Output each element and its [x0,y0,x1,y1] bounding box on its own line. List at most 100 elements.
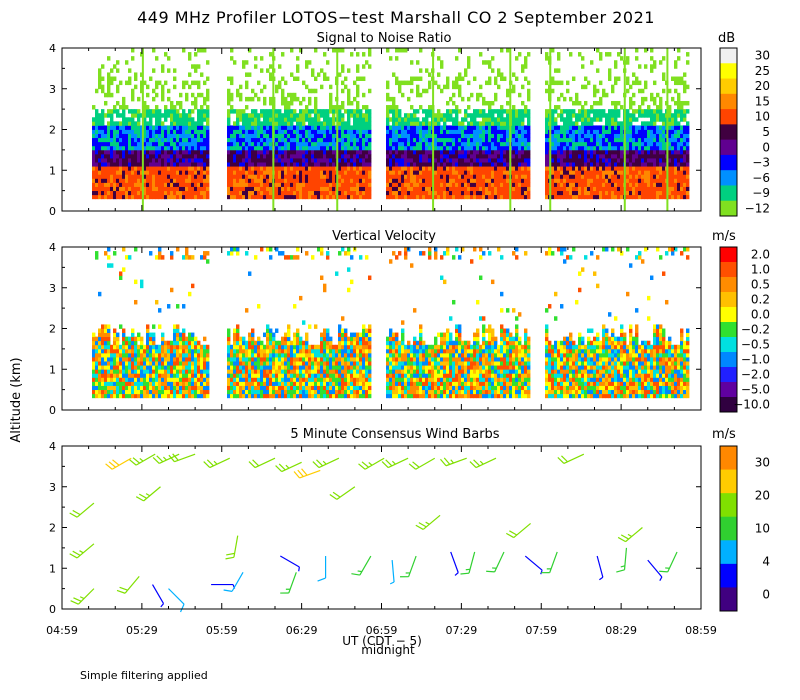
snr-cell [653,190,657,196]
snr-cell [266,141,270,147]
snr-cell [632,113,636,118]
snr-cell [299,178,303,183]
snr-cell [302,125,306,130]
snr-cell [203,109,207,114]
snr-cell [467,194,471,200]
snr-cell [368,178,372,183]
snr-cell [491,125,495,130]
snr-cell [494,149,498,155]
snr-cell [362,141,366,147]
snr-cell [524,162,528,167]
snr-cell [338,141,342,147]
snr-cell [92,141,96,147]
snr-cell [521,182,525,187]
snr-cell [440,166,444,171]
vv-cell [134,373,138,378]
snr-cell [584,113,588,118]
snr-cell [425,186,429,192]
snr-cell [404,153,408,159]
vv-cell [131,336,135,342]
snr-cell [653,125,657,130]
snr-cell [341,170,345,175]
snr-cell [368,117,372,122]
snr-cell [449,96,453,102]
snr-cell [617,76,621,81]
snr-cell [296,117,300,122]
vv-cell [95,251,99,256]
snr-cell [269,174,273,179]
snr-cell [638,129,642,134]
snr-cell [113,182,117,187]
snr-cell [611,125,615,130]
snr-cell [500,145,504,151]
snr-cell [611,182,615,187]
vv-cell [134,247,138,252]
snr-cell [389,141,393,147]
snr-cell [305,129,309,134]
snr-cell [95,125,99,130]
vv-cell [149,385,153,391]
vv-cell [131,348,135,354]
snr-cell [338,174,342,179]
snr-cell [107,194,111,200]
snr-cell [332,137,336,143]
snr-cell [365,178,369,183]
snr-cell [527,186,531,192]
snr-cell [479,182,483,187]
snr-cell [389,96,393,102]
snr-cell [626,174,630,179]
snr-cell [179,100,183,106]
snr-cell [443,194,447,200]
vv-cell [125,340,129,346]
snr-cell [605,129,609,134]
snr-cell [413,170,417,175]
snr-cell [275,153,279,159]
snr-cell [557,80,561,86]
snr-cell [365,60,369,65]
snr-cell [560,174,564,179]
snr-cell [650,48,654,53]
snr-cell [236,117,240,122]
snr-cell [329,137,333,143]
snr-cell [524,125,528,130]
snr-cell [137,117,141,122]
snr-cell [560,170,564,175]
snr-cell [425,170,429,175]
snr-cell [122,145,126,151]
vv-cell [125,255,129,260]
snr-cell [98,182,102,187]
snr-cell [569,162,573,167]
snr-cell [503,166,507,171]
snr-cell [557,145,561,151]
snr-cell [638,182,642,187]
snr-cell [566,149,570,155]
snr-cell [515,56,519,61]
snr-cell [512,137,516,143]
snr-cell [464,170,468,175]
snr-cell [428,141,432,147]
snr-cell [134,162,138,167]
snr-cell [620,162,624,167]
snr-cell [401,133,405,139]
snr-cell [161,92,165,98]
snr-cell [158,80,162,86]
snr-cell [596,68,600,73]
snr-cell [125,141,129,147]
snr-cell [578,129,582,134]
snr-cell [467,170,471,175]
snr-cell [164,178,168,183]
snr-cell [107,109,111,114]
snr-cell [479,129,483,134]
snr-cell [101,182,105,187]
snr-cell [260,190,264,196]
snr-cell [314,170,318,175]
snr-cell [344,178,348,183]
snr-cell [425,137,429,143]
snr-cell [470,149,474,155]
snr-cell [521,121,525,126]
snr-cell [161,162,165,167]
snr-cell [392,100,396,106]
snr-cell [506,153,510,159]
snr-cell [608,125,612,130]
snr-cell [395,129,399,134]
